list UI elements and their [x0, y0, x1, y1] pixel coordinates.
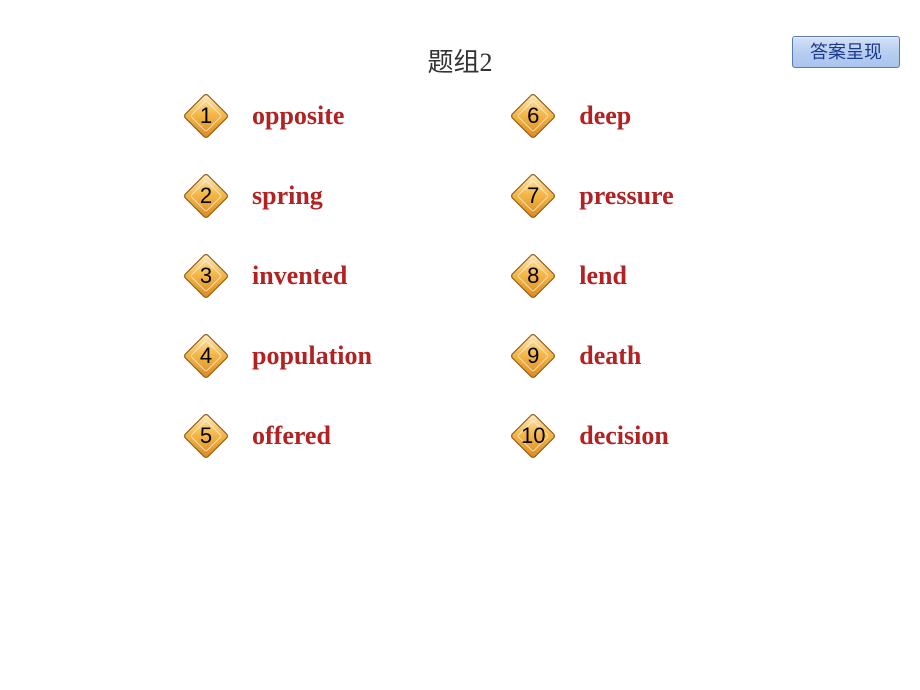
item-word: offered — [252, 421, 331, 451]
item-word: deep — [579, 101, 631, 131]
number-diamond-icon: 4 — [180, 330, 232, 382]
list-item: 6 deep — [507, 90, 780, 142]
item-number: 8 — [507, 250, 559, 302]
item-word: decision — [579, 421, 669, 451]
list-item: 7 pressure — [507, 170, 780, 222]
item-word: death — [579, 341, 641, 371]
number-diamond-icon: 1 — [180, 90, 232, 142]
item-word: population — [252, 341, 372, 371]
item-number: 7 — [507, 170, 559, 222]
item-number: 4 — [180, 330, 232, 382]
page-title: 题组2 — [0, 42, 920, 79]
list-item: 5 offered — [180, 410, 507, 462]
list-item: 8 lend — [507, 250, 780, 302]
number-diamond-icon: 6 — [507, 90, 559, 142]
number-diamond-icon: 3 — [180, 250, 232, 302]
list-item: 3 invented — [180, 250, 507, 302]
item-number: 3 — [180, 250, 232, 302]
item-number: 9 — [507, 330, 559, 382]
item-word: opposite — [252, 101, 344, 131]
item-word: invented — [252, 261, 347, 291]
left-column: 1 opposite 2 spring 3 invented — [180, 90, 507, 462]
item-word: spring — [252, 181, 323, 211]
item-number: 6 — [507, 90, 559, 142]
item-word: pressure — [579, 181, 673, 211]
list-item: 4 population — [180, 330, 507, 382]
list-item: 9 death — [507, 330, 780, 382]
number-diamond-icon: 7 — [507, 170, 559, 222]
item-number: 1 — [180, 90, 232, 142]
number-diamond-icon: 8 — [507, 250, 559, 302]
list-item: 1 opposite — [180, 90, 507, 142]
word-columns: 1 opposite 2 spring 3 invented — [180, 90, 780, 462]
answer-display-button[interactable]: 答案呈现 — [792, 36, 900, 68]
number-diamond-icon: 2 — [180, 170, 232, 222]
number-diamond-icon: 9 — [507, 330, 559, 382]
number-diamond-icon: 10 — [507, 410, 559, 462]
number-diamond-icon: 5 — [180, 410, 232, 462]
item-number: 10 — [507, 410, 559, 462]
list-item: 2 spring — [180, 170, 507, 222]
right-column: 6 deep 7 pressure 8 lend — [507, 90, 780, 462]
item-word: lend — [579, 261, 627, 291]
item-number: 2 — [180, 170, 232, 222]
list-item: 10 decision — [507, 410, 780, 462]
item-number: 5 — [180, 410, 232, 462]
